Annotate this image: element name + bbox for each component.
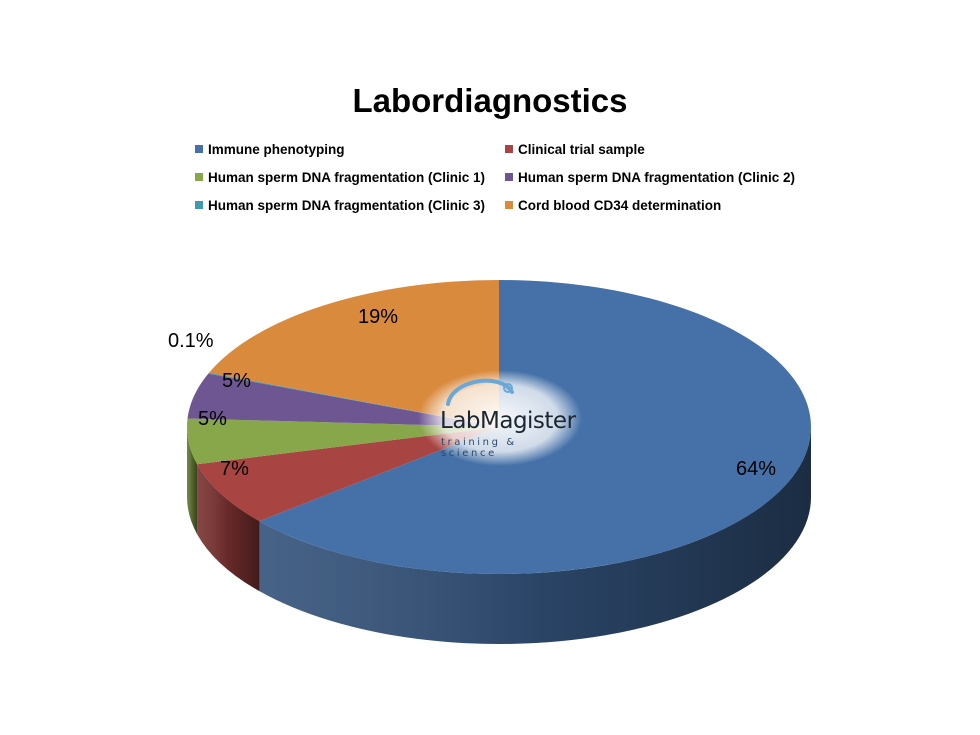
legend-item-clinical-trial-sample: Clinical trial sample [505,142,645,157]
legend-label: Human sperm DNA fragmentation (Clinic 2) [518,170,796,185]
legend-swatch [195,201,203,209]
legend-swatch [195,145,203,153]
legend-label: Cord blood CD34 determination [518,198,722,213]
logo-wordmark: LabMagister [440,408,576,434]
pie-slice-cord-blood-cd34-determination [209,280,499,427]
legend-label: Human sperm DNA fragmentation (Clinic 3) [208,198,486,213]
legend-label: Clinical trial sample [518,142,645,157]
legend-swatch [195,173,203,181]
legend-item-sperm-clinic-2: Human sperm DNA fragmentation (Clinic 2) [505,170,795,185]
chart-title: Labordiagnostics [352,82,628,119]
legend-item-cord-blood-cd34: Cord blood CD34 determination [505,198,721,213]
legend-swatch [505,145,513,153]
data-label-immune-phenotyping: 64% [736,458,777,480]
legend-item-sperm-clinic-1: Human sperm DNA fragmentation (Clinic 1) [195,170,485,185]
legend-swatch [505,173,513,181]
data-label-sperm-clinic-2: 5% [222,370,251,392]
data-label-clinical-trial-sample: 7% [220,458,249,480]
legend-label: Immune phenotyping [208,142,345,157]
pie-side-shade-clinical-trial-sample [197,464,260,592]
watermark-glow [418,370,582,466]
legend-swatch [505,201,513,209]
data-label-cord-blood-cd34: 19% [358,306,399,328]
pie-slice-clinical-trial-sample [197,427,499,522]
pie-side-shade-human-sperm-dna-fragmentation-clinic-1 [187,427,198,535]
data-label-sperm-clinic-1: 5% [198,408,227,430]
watermark-dot [503,383,513,393]
pie-sides [187,427,811,644]
pie-side-shade-immune-phenotyping [259,427,811,644]
labmagister-logo: LabMagister training & science [432,378,576,459]
legend-item-sperm-clinic-3: Human sperm DNA fragmentation (Clinic 3) [195,198,485,213]
legend-label: Human sperm DNA fragmentation (Clinic 1) [208,170,486,185]
logo-tagline: training & science [441,437,517,459]
data-label-sperm-clinic-3: 0.1% [168,330,214,352]
watermark-arc [446,378,514,406]
legend-item-immune-phenotyping: Immune phenotyping [195,142,345,157]
